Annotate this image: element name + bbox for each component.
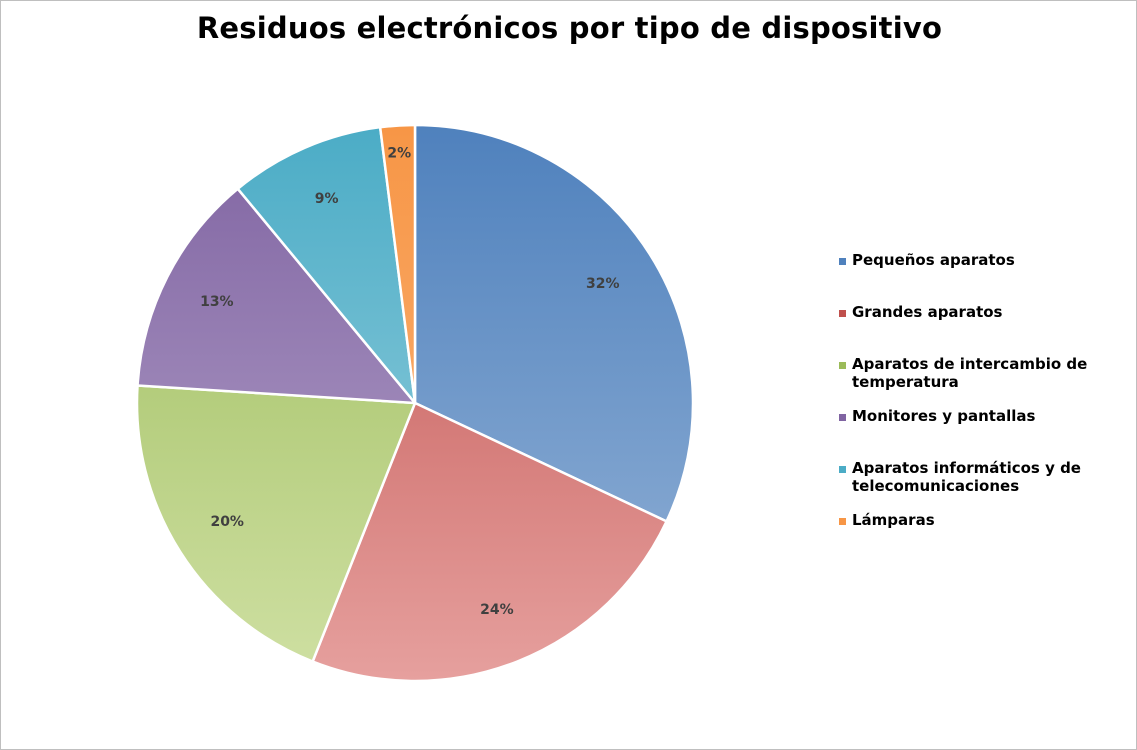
legend-label: Pequeños aparatos <box>852 251 1015 269</box>
data-label-lamparas: 2% <box>387 145 411 161</box>
legend-swatch <box>839 258 846 265</box>
legend-label: Lámparas <box>852 511 935 529</box>
chart-title: Residuos electrónicos por tipo de dispos… <box>196 11 943 45</box>
data-label-monitores-y-pantallas: 13% <box>200 294 234 310</box>
legend-item-aparatos-de-intercambio-de-temperatura: Aparatos de intercambio de temperatura <box>839 355 1129 391</box>
legend-label: Aparatos de intercambio de temperatura <box>852 355 1088 391</box>
legend-label: Aparatos informáticos y de telecomunicac… <box>852 459 1081 495</box>
pie-slice-grandes-aparatos <box>311 401 668 683</box>
legend-item-pequenos-aparatos: Pequeños aparatos <box>839 251 1129 269</box>
legend-swatch <box>839 362 846 369</box>
legend-swatch <box>839 310 846 317</box>
legend-item-lamparas: Lámparas <box>839 511 1129 529</box>
pie-slice-monitores-y-pantallas <box>136 187 417 405</box>
legend-swatch <box>839 518 846 525</box>
legend-item-monitores-y-pantallas: Monitores y pantallas <box>839 407 1129 425</box>
pie-data-labels: 32% 24% 20% 13% 9% 2% <box>200 145 619 617</box>
legend-label: Monitores y pantallas <box>852 407 1036 425</box>
legend-item-grandes-aparatos: Grandes aparatos <box>839 303 1129 321</box>
legend-label: Grandes aparatos <box>852 303 1003 321</box>
pie-slice-lamparas <box>378 123 417 405</box>
pie-slice-aparatos-informaticos-y-de-telecomunicaciones <box>236 125 417 405</box>
pie-slice-aparatos-de-intercambio-de-temperatura <box>135 384 417 663</box>
data-label-grandes-aparatos: 24% <box>480 602 514 618</box>
legend-swatch <box>839 414 846 421</box>
pie-slices <box>135 123 695 683</box>
legend-swatch <box>839 466 846 473</box>
data-label-aparatos-de-intercambio-de-temperatura: 20% <box>210 514 244 530</box>
data-label-pequenos-aparatos: 32% <box>586 276 620 292</box>
pie-slice-pequenos-aparatos <box>413 123 695 523</box>
data-label-aparatos-informaticos-y-de-telecomunicaciones: 9% <box>315 191 339 207</box>
legend-item-aparatos-informaticos-y-de-telecomunicaciones: Aparatos informáticos y de telecomunicac… <box>839 459 1129 495</box>
